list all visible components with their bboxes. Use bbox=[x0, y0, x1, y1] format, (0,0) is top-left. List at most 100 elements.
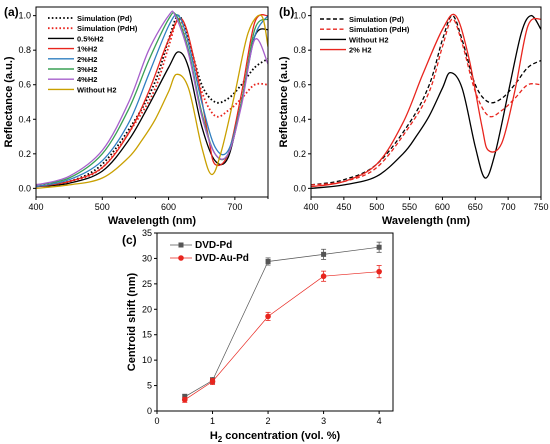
x-axis-title-sub: 2 bbox=[218, 435, 223, 444]
x-tick-label: 1 bbox=[210, 416, 215, 426]
x-tick-label: 600 bbox=[435, 202, 450, 212]
legend-label: 1%H2 bbox=[77, 45, 97, 54]
y-tick-label: 0.8 bbox=[293, 45, 306, 55]
x-tick-label: 500 bbox=[95, 202, 110, 212]
legend-label: 0.5%H2 bbox=[77, 34, 104, 43]
legend-label: 2%H2 bbox=[77, 55, 97, 64]
series-3 bbox=[36, 14, 268, 188]
x-axis-title-main: H bbox=[210, 430, 218, 442]
legend-label: 2% H2 bbox=[349, 46, 372, 55]
legend-label: Without H2 bbox=[349, 35, 389, 44]
data-point bbox=[181, 397, 188, 403]
panel-label: (a) bbox=[4, 5, 19, 19]
series-line bbox=[311, 13, 541, 188]
legend-label: DVD-Pd bbox=[195, 240, 232, 251]
x-axis-title: Wavelength (nm) bbox=[382, 215, 471, 227]
y-tick-label: 5 bbox=[147, 381, 152, 391]
y-tick-label: 10 bbox=[142, 355, 152, 365]
x-tick-label: 400 bbox=[303, 202, 318, 212]
x-tick-label: 3 bbox=[321, 416, 326, 426]
legend: Simulation (Pd)Simulation (PdH)0.5%H2 1%H… bbox=[48, 14, 138, 94]
series-line bbox=[36, 14, 268, 188]
y-tick-label: 0.2 bbox=[293, 149, 306, 159]
data-point bbox=[376, 244, 382, 250]
series-line bbox=[36, 10, 268, 186]
series-5 bbox=[36, 11, 268, 186]
data-point bbox=[376, 268, 382, 275]
legend-marker bbox=[178, 255, 184, 261]
panel-a: 400 500 600 700 0.0 0.2 0.4 0.6 0.8 1.0 Wavelength… bbox=[3, 5, 269, 227]
data-point bbox=[320, 273, 327, 280]
y-tick-label: 0.0 bbox=[293, 183, 306, 193]
series-3 bbox=[311, 13, 541, 188]
series-line bbox=[184, 246, 380, 398]
series-6 bbox=[36, 10, 268, 186]
y-tick-label: 0.8 bbox=[18, 45, 31, 55]
y-tick-label: 30 bbox=[142, 253, 152, 263]
legend-label: Simulation (Pd) bbox=[349, 15, 405, 24]
series-1 bbox=[181, 265, 382, 403]
x-tick-label: 2 bbox=[266, 416, 271, 426]
data-point bbox=[321, 251, 327, 257]
x-axis-title-rest: concentration (vol. %) bbox=[222, 430, 340, 442]
y-tick-label: 0.4 bbox=[293, 114, 306, 124]
x-tick-label: 650 bbox=[468, 202, 483, 212]
series-line bbox=[311, 18, 541, 186]
y-axis-title: Reflectance (a.u.) bbox=[278, 56, 290, 147]
plot-frame bbox=[310, 6, 542, 198]
series-7 bbox=[36, 14, 268, 190]
data-point bbox=[265, 258, 271, 264]
x-tick-label: 500 bbox=[369, 202, 384, 212]
legend-label: Simulation (PdH) bbox=[349, 25, 410, 34]
x-tick-label: 700 bbox=[501, 202, 516, 212]
legend-label: DVD-Au-Pd bbox=[195, 253, 249, 264]
y-tick-label: 25 bbox=[142, 279, 152, 289]
x-tick-label: 750 bbox=[533, 202, 548, 212]
x-tick-label: 600 bbox=[161, 202, 176, 212]
data-point bbox=[265, 313, 271, 320]
panel-label: (b) bbox=[279, 5, 294, 19]
plot-frame bbox=[35, 6, 269, 198]
x-tick-label: 400 bbox=[28, 202, 43, 212]
x-axis-title: Wavelength (nm) bbox=[108, 215, 197, 227]
plot-frame bbox=[156, 232, 394, 412]
series-line bbox=[311, 14, 541, 190]
legend-label: Simulation (Pd) bbox=[77, 14, 133, 23]
legend: DVD-Pd DVD-Au-Pd bbox=[170, 240, 249, 264]
x-tick-label: 700 bbox=[227, 202, 242, 212]
legend-label: Simulation (PdH) bbox=[77, 24, 138, 33]
x-tick-label: 4 bbox=[377, 416, 382, 426]
y-tick-label: 0.6 bbox=[18, 80, 31, 90]
y-tick-label: 1.0 bbox=[293, 11, 306, 21]
y-tick-label: 35 bbox=[142, 228, 152, 238]
legend-label: 4%H2 bbox=[77, 75, 97, 84]
x-tick-label: 550 bbox=[402, 202, 417, 212]
legend: Simulation (Pd)Simulation (PdH)Without H… bbox=[320, 15, 410, 55]
data-point bbox=[182, 394, 188, 400]
y-tick-label: 0 bbox=[147, 406, 152, 416]
legend-marker bbox=[178, 242, 184, 248]
series-1 bbox=[311, 18, 541, 186]
y-tick-label: 1.0 bbox=[18, 11, 31, 21]
y-tick-label: 0.0 bbox=[18, 183, 31, 193]
y-tick-label: 0.4 bbox=[18, 114, 31, 124]
y-tick-label: 0.2 bbox=[18, 149, 31, 159]
data-point bbox=[209, 378, 216, 385]
x-axis-title: H2 concentration (vol. %) bbox=[210, 430, 341, 444]
series-line bbox=[36, 11, 268, 186]
series-2 bbox=[311, 14, 541, 190]
y-tick-label: 15 bbox=[142, 330, 152, 340]
legend-label: 3%H2 bbox=[77, 65, 97, 74]
y-tick-label: 20 bbox=[142, 304, 152, 314]
panel-b: 400 450 500 550 600 650 700 750 0.0 0.2 0.4 0.6 0.8 1… bbox=[278, 5, 549, 227]
panel-label: (c) bbox=[122, 233, 137, 247]
series-0 bbox=[182, 241, 382, 400]
y-tick-label: 0.6 bbox=[293, 80, 306, 90]
y-axis-title: Reflectance (a.u.) bbox=[3, 56, 15, 147]
series-line bbox=[36, 14, 268, 190]
x-tick-label: 0 bbox=[154, 416, 159, 426]
legend-label: Without H2 bbox=[77, 85, 117, 94]
y-axis-title: Centroid shift (nm) bbox=[126, 272, 138, 371]
